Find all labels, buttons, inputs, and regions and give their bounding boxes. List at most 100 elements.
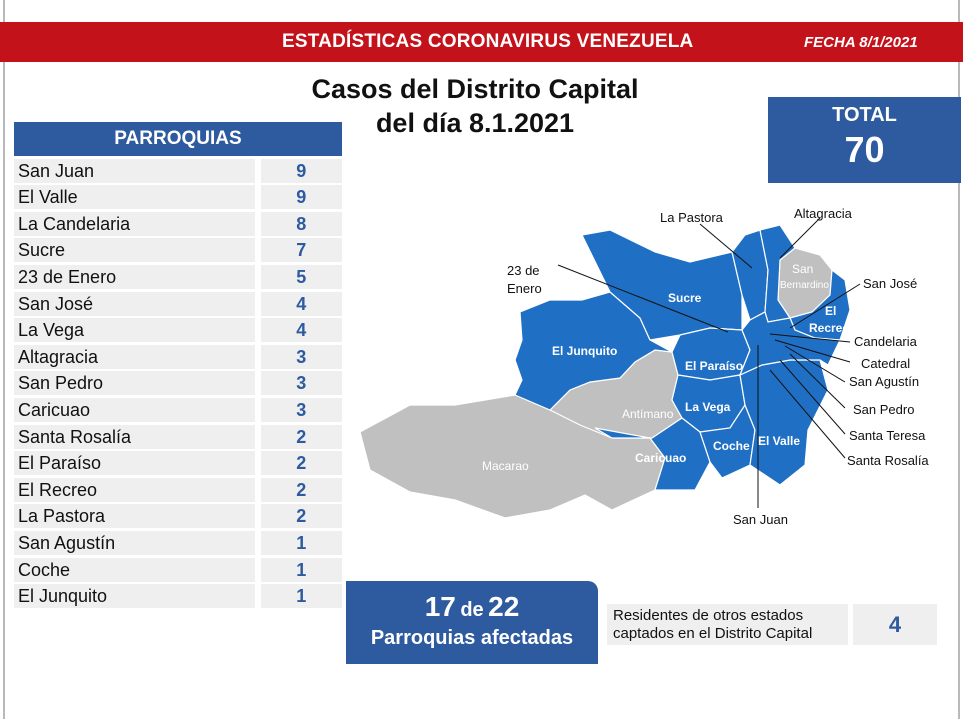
parish-name: La Vega [14,318,255,343]
parish-count: 2 [260,504,342,529]
parish-count: 4 [260,318,342,343]
parish-count: 7 [260,238,342,263]
page-frame [3,0,960,719]
parish-name: San Agustín [14,530,255,555]
total-label: TOTAL [832,104,897,126]
affected-count: 17 [424,591,456,622]
parish-row: Santa Rosalía 2 [14,424,342,449]
page-title-line2: del día 8.1.2021 [375,108,575,138]
page-title-line1: Casos del Distrito Capital [311,74,639,104]
total-box: TOTAL 70 [768,97,961,183]
parish-name: Caricuao [14,397,255,422]
callout-lines [557,217,861,508]
parish-row: 23 de Enero 5 [14,264,342,289]
parish-name: San Juan [14,158,255,183]
residents-label-line1: Residentes de otros estados [613,607,804,624]
affected-count-line: 17 de 22 [346,591,598,623]
map-label-el-recreo-1: El [825,304,836,318]
callout-23-enero-1: 23 de [507,263,540,278]
page-title: Casos del Distrito Capital del día 8.1.2… [270,72,680,140]
parish-name: Sucre [14,238,255,263]
region-altagracia [759,224,796,323]
callout-catedral: Catedral [861,356,910,371]
residents-label: Residentes de otros estados captados en … [607,604,848,645]
parish-table: PARROQUIAS San Juan 9 El Valle 9 La Candelar… [14,122,342,609]
map-label-la-vega: La Vega [685,400,731,414]
callout-san-juan: San Juan [733,512,788,527]
callout-altagracia: Altagracia [794,206,853,221]
parish-name: Altagracia [14,344,255,369]
callout-23-enero-2: Enero [507,281,542,296]
parish-row: San Pedro 3 [14,371,342,396]
parish-count: 1 [260,557,342,582]
callout-san-agustin: San Agustín [849,374,919,389]
parish-count: 5 [260,264,342,289]
parish-count: 8 [260,211,342,236]
parish-row: La Pastora 2 [14,504,342,529]
total-value: 70 [844,129,885,170]
residents-value: 4 [853,604,937,645]
header-title: ESTADÍSTICAS CORONAVIRUS VENEZUELA [282,31,694,52]
parish-name: San José [14,291,255,316]
parish-count: 4 [260,291,342,316]
parish-name: El Recreo [14,477,255,502]
callout-santa-rosalia: Santa Rosalía [847,453,929,468]
parish-row: El Valle 9 [14,185,342,210]
parish-count: 9 [260,158,342,183]
parish-row: San José 4 [14,291,342,316]
map-label-san-bernardino-2: Bernardino [780,280,829,291]
parish-name: La Candelaria [14,211,255,236]
parish-row: Coche 1 [14,557,342,582]
parish-count: 2 [260,424,342,449]
parish-row: Sucre 7 [14,238,342,263]
header-bar: ESTADÍSTICAS CORONAVIRUS VENEZUELA FECHA… [0,22,963,62]
map-label-el-valle: El Valle [758,434,800,448]
parish-row: La Vega 4 [14,318,342,343]
affected-total: 22 [488,591,520,622]
map-label-macarao: Macarao [482,459,529,473]
parish-count: 2 [260,451,342,476]
parish-count: 1 [260,530,342,555]
parish-count: 3 [260,344,342,369]
map-label-el-recreo-2: Recreo [809,321,850,335]
map-label-el-paraiso: El Paraíso [685,359,743,373]
parish-row: Altagracia 3 [14,344,342,369]
parish-row: Caricuao 3 [14,397,342,422]
callout-candelaria: Candelaria [854,334,918,349]
parish-rows: San Juan 9 El Valle 9 La Candelaria 8 Sucre 7 23… [14,158,342,609]
parish-name: El Paraíso [14,451,255,476]
map-label-coche: Coche [713,439,750,453]
map-label-el-junquito: El Junquito [552,344,617,358]
map-label-antimano: Antímano [622,407,674,421]
header-date: FECHA 8/1/2021 [804,34,918,51]
region-central [738,311,841,377]
affected-parishes-box: 17 de 22 Parroquias afectadas [346,581,598,664]
callout-san-jose: San José [863,276,917,291]
parish-row: El Recreo 2 [14,477,342,502]
parish-name: 23 de Enero [14,264,255,289]
map-label-san-bernardino-1: San [792,262,813,276]
parish-name: El Valle [14,185,255,210]
map-label-sucre: Sucre [668,291,702,305]
parish-count: 9 [260,185,342,210]
callout-la-pastora: La Pastora [660,210,724,225]
parish-row: San Agustín 1 [14,530,342,555]
parish-count: 3 [260,371,342,396]
parish-count: 3 [260,397,342,422]
parish-count: 1 [260,584,342,609]
parish-name: El Junquito [14,584,255,609]
map-label-caricuao: Caricuao [635,451,686,465]
parish-row: El Paraíso 2 [14,451,342,476]
affected-connector: de [460,599,484,621]
parish-row: El Junquito 1 [14,584,342,609]
affected-label: Parroquias afectadas [370,627,574,649]
district-map: Sucre El Junquito El Paraíso La Vega Ant… [359,206,929,527]
parish-name: Coche [14,557,255,582]
parish-count: 2 [260,477,342,502]
region-el-junquito [514,291,673,411]
callout-santa-teresa: Santa Teresa [849,428,926,443]
parish-table-header: PARROQUIAS [14,122,342,156]
callout-san-pedro: San Pedro [853,402,914,417]
parish-name: San Pedro [14,371,255,396]
residents-label-line2: captados en el Distrito Capital [613,625,813,642]
